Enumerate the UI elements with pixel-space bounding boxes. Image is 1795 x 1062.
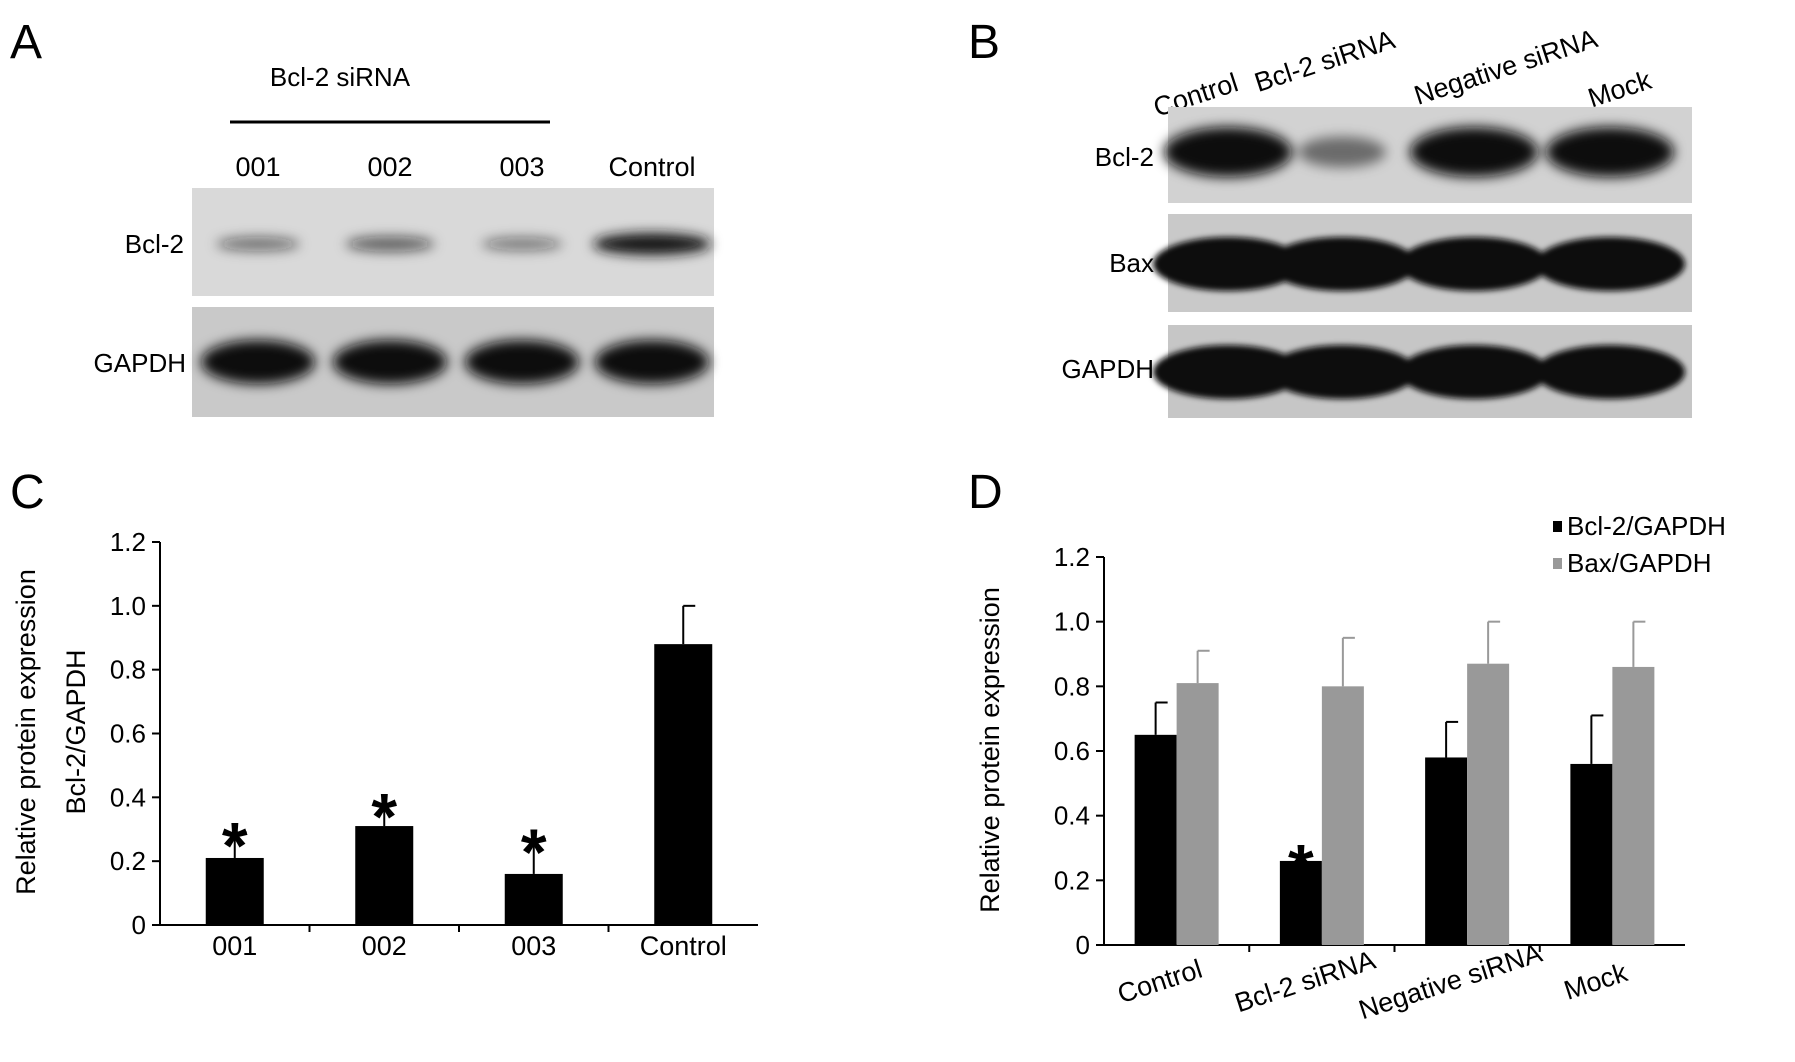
bar [355, 826, 414, 925]
legend-swatch-bax [1553, 558, 1562, 569]
blot-band [1298, 136, 1386, 168]
y-tick-label: 1.2 [110, 527, 146, 557]
blot-b-lane-label: Mock [1584, 65, 1655, 114]
panel-d: D Relative protein expression 0 0.2 0.4 0.6… [968, 466, 1726, 1025]
blot-band [1267, 237, 1417, 291]
blot-b-bands-bcl2 [1164, 127, 1674, 177]
y-tick-label: 0 [1076, 930, 1090, 960]
blot-a-row-label-bcl2: Bcl-2 [125, 229, 184, 259]
panel-a: A Bcl-2 siRNA 001 002 003 Control Bcl-2 … [10, 16, 714, 417]
blot-b-row-label-bax: Bax [1109, 248, 1154, 278]
significance-marker: * [521, 815, 547, 889]
y-tick-label: 0 [132, 910, 146, 940]
bar [504, 873, 563, 925]
blot-band [333, 340, 447, 384]
blot-b-row-label-gapdh: GAPDH [1062, 354, 1154, 384]
blot-b-lane-label: Negative siRNA [1410, 23, 1601, 110]
x-tick-label: 002 [362, 931, 407, 961]
bar [1279, 860, 1322, 945]
y-tick-label: 1.2 [1054, 542, 1090, 572]
blot-band [1546, 127, 1674, 177]
y-tick-label: 0.8 [110, 655, 146, 685]
x-tick-label: Control [640, 931, 727, 961]
chart-c-ylabel-line1: Relative protein expression [11, 569, 41, 895]
blot-band [216, 236, 300, 252]
chart-d-ylabel: Relative protein expression [975, 587, 1005, 913]
panel-letter-a: A [10, 16, 42, 69]
x-tick-label: 001 [212, 931, 257, 961]
y-tick-label: 0.2 [1054, 865, 1090, 895]
panel-letter-d: D [968, 466, 1003, 519]
significance-marker: * [1288, 830, 1314, 904]
chart-d-legend: Bcl-2/GAPDH Bax/GAPDH [1553, 511, 1726, 578]
x-tick-label: Negative siRNA [1355, 938, 1546, 1025]
blot-a-lane-labels: 001 002 003 Control [235, 152, 695, 182]
bar [654, 644, 713, 925]
blot-band [1153, 237, 1303, 291]
y-tick-label: 1.0 [1054, 607, 1090, 637]
y-tick-label: 1.0 [110, 591, 146, 621]
blot-band [1267, 345, 1417, 399]
legend-label-bcl2: Bcl-2/GAPDH [1567, 511, 1726, 541]
blot-band [1410, 127, 1538, 177]
blot-a-lane-label: 001 [235, 152, 280, 182]
significance-marker: * [222, 808, 248, 882]
y-tick-label: 0.8 [1054, 671, 1090, 701]
panel-b: B Control Bcl-2 siRNA Negative siRNA Moc… [968, 16, 1692, 418]
y-tick-label: 0.4 [1054, 801, 1090, 831]
blot-band [345, 236, 435, 252]
blot-a-group-label: Bcl-2 siRNA [270, 62, 411, 92]
y-tick-label: 0.6 [110, 719, 146, 749]
blot-band [201, 340, 315, 384]
blot-b-lane-label: Bcl-2 siRNA [1251, 24, 1399, 98]
blot-b-row-label-bcl2: Bcl-2 [1095, 142, 1154, 172]
x-tick-label: Control [1114, 954, 1206, 1009]
x-tick-label: 003 [511, 931, 556, 961]
blot-b-bands-gapdh [1153, 345, 1685, 399]
bar [1467, 663, 1510, 945]
blot-a-bands-gapdh [201, 340, 709, 384]
blot-b-bands-bax [1153, 237, 1685, 291]
blot-band [481, 237, 563, 251]
chart-d: 0 0.2 0.4 0.6 0.8 1.0 1.2 Control * Bcl-2 siRNANe… [1054, 542, 1685, 1025]
bar [1176, 683, 1219, 945]
blot-band [1535, 237, 1685, 291]
blot-band [465, 340, 579, 384]
blot-band [1164, 127, 1292, 177]
blot-a-lane-label: Control [608, 152, 695, 182]
blot-a-bands-bcl2 [216, 233, 711, 255]
bar [1321, 686, 1364, 945]
bar [1612, 666, 1655, 945]
panel-c: C Relative protein expression Bcl-2/GAPD… [10, 466, 758, 961]
x-tick-label: Bcl-2 siRNA [1231, 945, 1379, 1019]
blot-band [1535, 345, 1685, 399]
blot-a-row-label-gapdh: GAPDH [94, 348, 186, 378]
y-tick-label: 0.4 [110, 782, 146, 812]
blot-band [595, 340, 709, 384]
blot-band [1399, 237, 1549, 291]
bar [1425, 757, 1468, 945]
bar [1570, 763, 1613, 945]
blot-a-lane-label: 002 [367, 152, 412, 182]
bar [205, 857, 264, 925]
blot-band [1399, 345, 1549, 399]
panel-letter-c: C [10, 466, 45, 519]
blot-band [593, 233, 711, 255]
x-tick-label: Mock [1560, 957, 1631, 1006]
bar [1134, 734, 1177, 945]
chart-c: 0 0.2 0.4 0.6 0.8 1.0 1.2 * 001 * 002 * 003 Control [110, 527, 758, 961]
chart-c-ylabel-line2: Bcl-2/GAPDH [61, 649, 91, 814]
significance-marker: * [371, 780, 397, 854]
panel-letter-b: B [968, 16, 1000, 69]
blot-band [1153, 345, 1303, 399]
blot-a-lane-label: 003 [499, 152, 544, 182]
y-tick-label: 0.2 [110, 846, 146, 876]
y-tick-label: 0.6 [1054, 736, 1090, 766]
legend-swatch-bcl2 [1553, 521, 1562, 532]
legend-label-bax: Bax/GAPDH [1567, 548, 1712, 578]
